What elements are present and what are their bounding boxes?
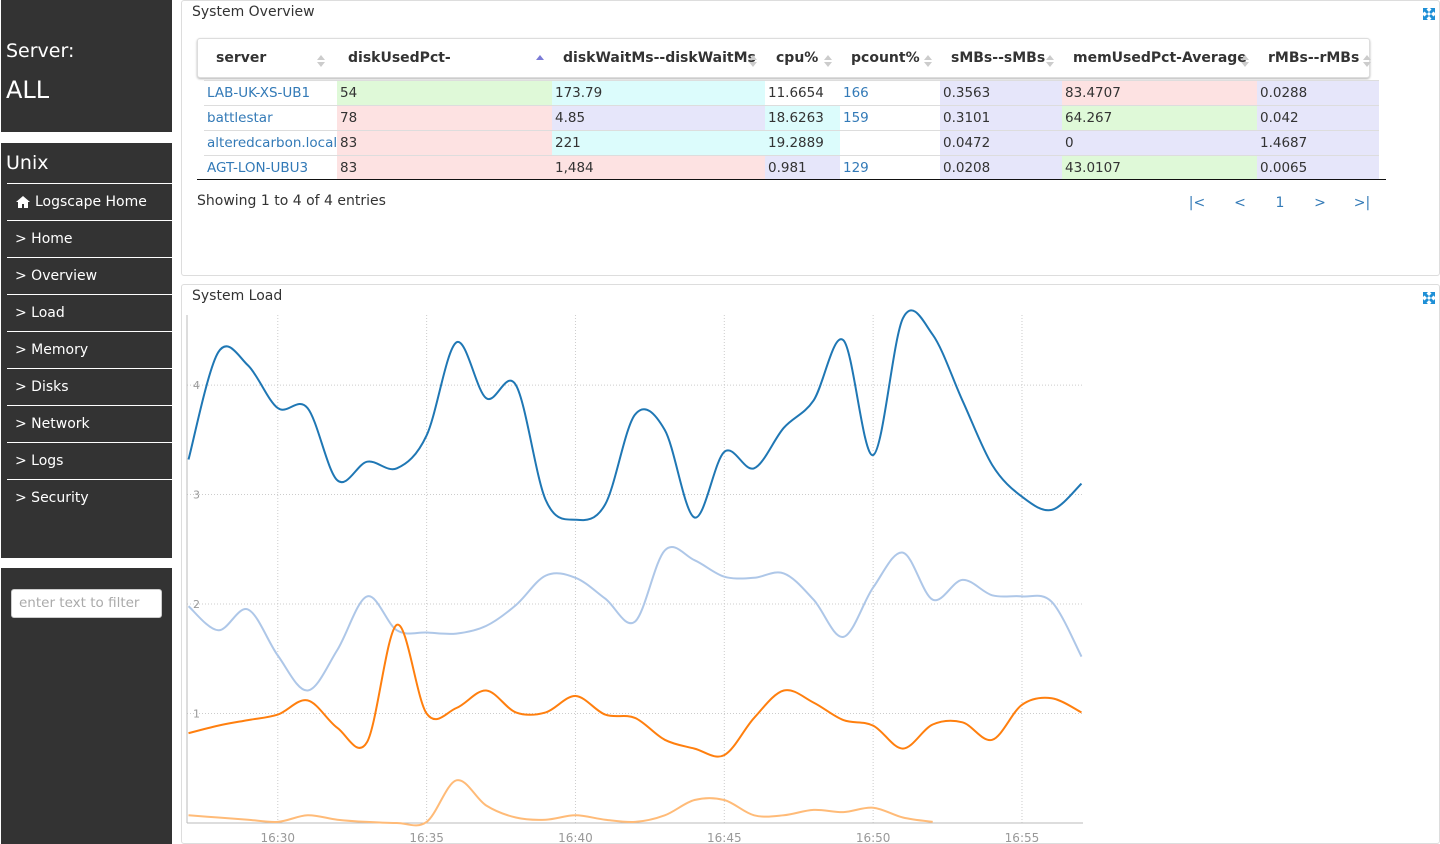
page-button[interactable]: 1 [1275,195,1285,211]
page-button[interactable]: >| [1353,195,1371,211]
table-cell [840,130,940,155]
table-cell: AGT-LON-UBU3 [204,155,337,180]
page-button[interactable]: > [1314,195,1326,211]
table-cell: 83 [337,155,552,180]
nav-item[interactable]: > Network [7,405,173,441]
column-header[interactable]: pcount% [851,50,920,66]
table-cell: 0.3563 [940,80,1062,105]
expand-icon[interactable] [1422,291,1436,305]
table-cell: 0.981 [765,155,840,180]
table-cell: 64.267 [1062,105,1257,130]
column-header[interactable]: diskWaitMs--diskWaitMs [563,50,756,66]
table-cell: 0.3101 [940,105,1062,130]
nav-item[interactable]: > Logs [7,442,173,478]
table-cell: 0.0065 [1257,155,1379,180]
table-cell: 221 [552,130,765,155]
table-cell: 78 [337,105,552,130]
load-panel: System Load [181,284,1440,844]
expand-icon[interactable] [1422,7,1436,21]
page-button[interactable]: < [1234,195,1246,211]
table-cell: 1,484 [552,155,765,180]
filter-input[interactable]: enter text to filter [11,589,162,618]
panel-title: System Load [192,288,283,304]
panel-title: System Overview [192,4,315,20]
table-cell: 0.042 [1257,105,1379,130]
table-cell: 0.0208 [940,155,1062,180]
table-cell: 0.0472 [940,130,1062,155]
table-cell: 0.0288 [1257,80,1379,105]
nav-item[interactable]: > Overview [7,257,173,293]
table-cell: battlestar [204,105,337,130]
table-info: Showing 1 to 4 of 4 entries [197,193,386,209]
table-cell: 83.4707 [1062,80,1257,105]
nav-item[interactable]: > Memory [7,331,173,367]
nav-item[interactable]: > Disks [7,368,173,404]
table-cell: 11.6654 [765,80,840,105]
table-cell: alteredcarbon.local [204,130,337,155]
table-cell: 173.79 [552,80,765,105]
column-header[interactable]: cpu% [776,50,819,66]
table-cell: 159 [840,105,940,130]
table-cell: 83 [337,130,552,155]
sort-icon [1241,52,1249,67]
table-cell: 19.2889 [765,130,840,155]
table-cell: 4.85 [552,105,765,130]
column-header[interactable]: rMBs--rMBs [1268,50,1360,66]
sort-icon [1046,52,1054,67]
sort-icon [824,52,832,67]
table-header-bg [197,38,1370,78]
sort-icon [1363,52,1371,67]
sort-icon [924,52,932,67]
home-icon [16,196,30,208]
nav-item[interactable]: > Load [7,294,173,330]
page-button[interactable]: |< [1188,195,1206,211]
table-cell: 1.4687 [1257,130,1379,155]
table-cell: LAB-UK-XS-UB1 [204,80,337,105]
nav-item[interactable]: > Security [7,479,173,515]
column-header[interactable]: server [216,50,267,66]
table-cell: 54 [337,80,552,105]
sort-icon [749,52,757,67]
column-header[interactable]: memUsedPct-Average [1073,50,1247,66]
table-cell: 0 [1062,130,1257,155]
column-header[interactable]: diskUsedPct-diskUsedPct [348,50,451,106]
table-cell: 129 [840,155,940,180]
sort-icon [536,52,544,64]
server-panel: Server: ALL [1,0,172,132]
server-label: Server: [6,40,75,62]
section-title: Unix [6,152,49,174]
filter-panel: enter text to filter [1,568,172,844]
table-cell: 43.0107 [1062,155,1257,180]
table-cell: 18.6263 [765,105,840,130]
server-value: ALL [6,76,50,104]
nav-item[interactable]: > Home [7,220,173,256]
table-bottom-line [197,179,1386,180]
sort-icon [317,52,325,67]
nav-panel: Unix Logscape Home > Home > Overview > Load… [1,143,173,558]
table-cell: 166 [840,80,940,105]
nav-item[interactable]: Logscape Home [7,183,173,219]
column-header[interactable]: sMBs--sMBs [951,50,1046,66]
